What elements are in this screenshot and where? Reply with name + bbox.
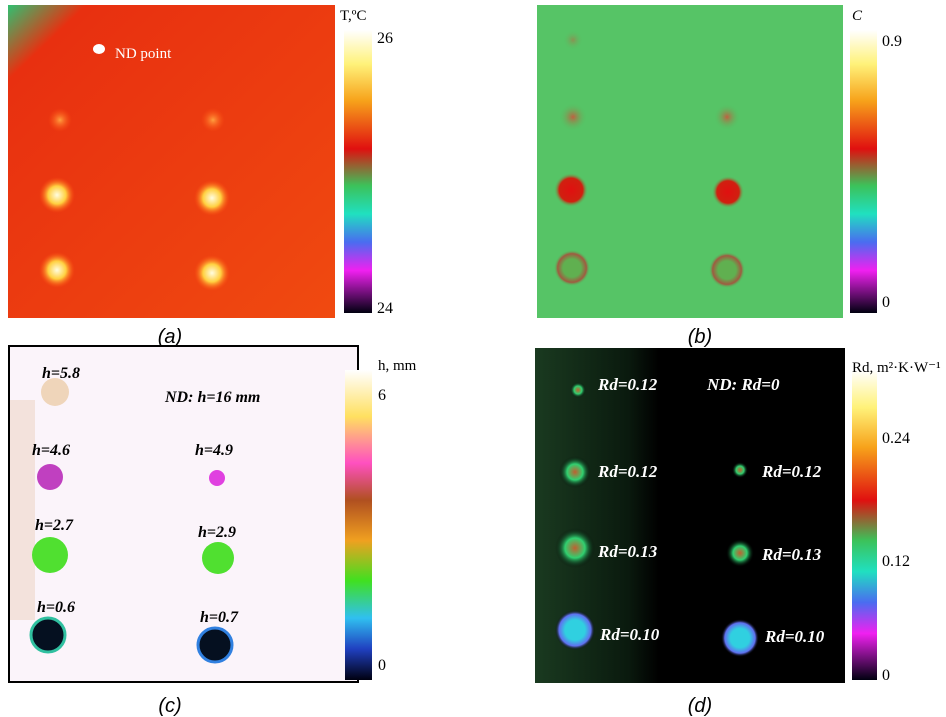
annotation: Rd=0.12 <box>761 462 822 481</box>
colorbar <box>850 30 877 313</box>
panel-a: ND point T,ºC 26 24 (a) <box>8 5 393 348</box>
colorbar-tick: 24 <box>377 300 393 317</box>
annotation: Rd=0.10 <box>599 625 660 644</box>
annotation: h=5.8 <box>42 365 80 382</box>
annotation: h=0.7 <box>200 609 239 626</box>
nd-point-marker <box>93 44 105 54</box>
colorbar <box>345 370 372 680</box>
annotation: h=2.9 <box>198 524 236 541</box>
colorbar-tick: 26 <box>377 30 393 47</box>
colorbar <box>344 30 372 313</box>
annotation: h=2.7 <box>35 517 74 534</box>
annotation: Rd=0.13 <box>597 542 658 561</box>
annotation: h=4.6 <box>32 442 70 459</box>
annotation: Rd=0.12 <box>597 462 658 481</box>
annotation: ND: Rd=0 <box>706 375 780 394</box>
figure: ND point T,ºC 26 24 (a) C 0.9 0 (b) h=5.… <box>0 0 946 717</box>
caption: (c) <box>158 695 181 717</box>
colorbar-tick: 0.9 <box>882 33 902 50</box>
annotation: Rd=0.10 <box>764 627 825 646</box>
colorbar-tick: 0.24 <box>882 430 910 447</box>
annotation: Rd=0.13 <box>761 545 822 564</box>
colorbar <box>852 370 877 680</box>
colorbar-tick: 6 <box>378 387 386 404</box>
annotation: ND point <box>115 46 172 62</box>
colorbar-tick: 0.12 <box>882 553 910 570</box>
caption: (a) <box>158 326 182 348</box>
colorbar-label: T,ºC <box>340 8 366 24</box>
colorbar-label: h, mm <box>378 358 417 374</box>
panel-c: h=5.8 ND: h=16 mm h=4.6 h=4.9 h=2.7 h=2.… <box>9 346 417 717</box>
annotation: h=4.9 <box>195 442 233 459</box>
caption: (b) <box>688 326 712 348</box>
annotation: Rd=0.12 <box>597 375 658 394</box>
colorbar-tick: 0 <box>882 294 890 311</box>
colorbar-label: Rd, m²·K·W⁻¹ <box>852 360 941 376</box>
annotation: ND: h=16 mm <box>164 389 260 406</box>
caption: (d) <box>688 695 712 717</box>
annotation: h=0.6 <box>37 599 75 616</box>
colorbar-tick: 0 <box>882 667 890 684</box>
colorbar-label: C <box>852 8 863 24</box>
panel-d: Rd=0.12 ND: Rd=0 Rd=0.12 Rd=0.12 Rd=0.13… <box>535 348 941 717</box>
colorbar-tick: 0 <box>378 657 386 674</box>
panel-b: C 0.9 0 (b) <box>537 5 902 348</box>
